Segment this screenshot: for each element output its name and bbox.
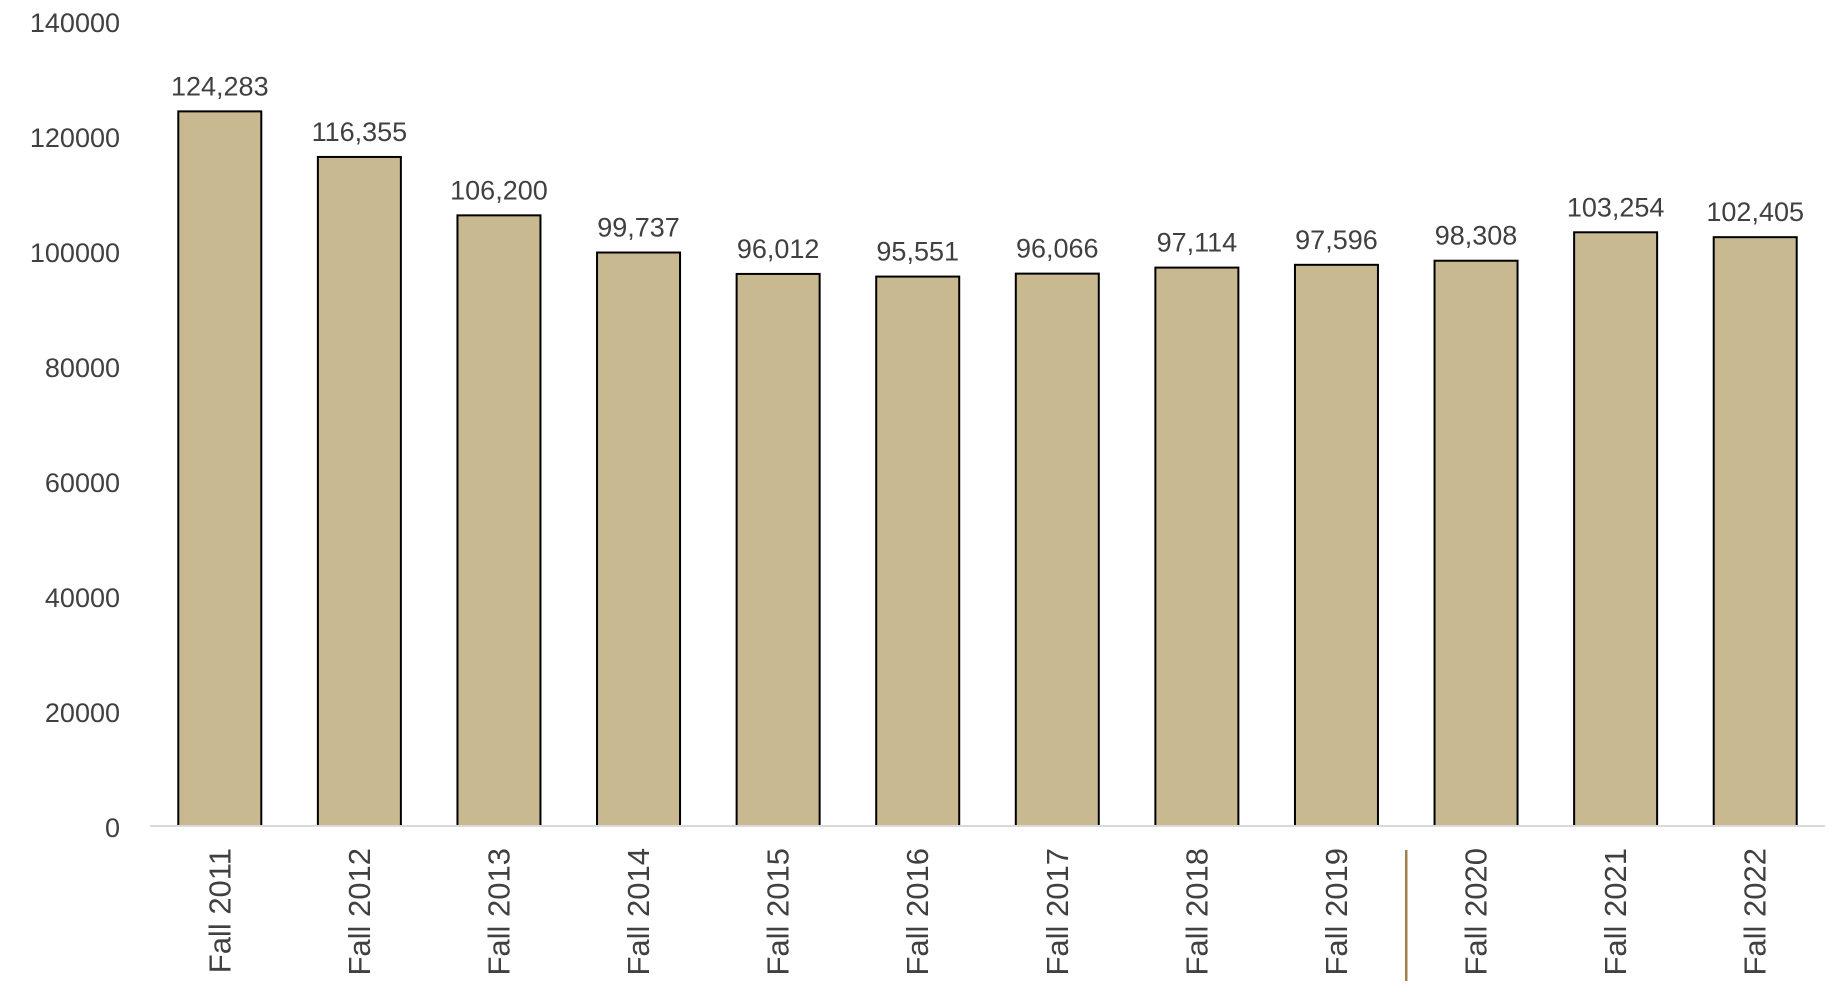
data-label: 95,551 (876, 237, 959, 267)
y-tick-label: 40000 (45, 583, 120, 613)
data-label: 106,200 (450, 175, 548, 205)
bar (1433, 259, 1519, 827)
bar (177, 110, 263, 828)
bars (177, 110, 1798, 828)
x-tick-label: Fall 2015 (761, 848, 796, 976)
x-tick-label: Fall 2019 (1319, 848, 1354, 976)
x-tick-label: Fall 2022 (1738, 848, 1773, 976)
data-label: 96,066 (1016, 234, 1099, 264)
data-label: 116,355 (312, 117, 408, 147)
data-label: 102,405 (1706, 197, 1804, 227)
bar (596, 251, 682, 827)
y-tick-label: 20000 (45, 698, 120, 728)
data-label: 97,114 (1157, 228, 1238, 258)
data-label: 97,596 (1295, 225, 1378, 255)
data-label: 103,254 (1567, 192, 1665, 222)
x-tick-label: Fall 2014 (621, 848, 656, 976)
data-label: 124,283 (171, 71, 269, 101)
x-tick-label: Fall 2012 (342, 848, 377, 976)
bar (735, 272, 821, 827)
data-label: 99,737 (597, 213, 680, 243)
y-tick-label: 0 (105, 813, 120, 843)
x-tick-label: Fall 2013 (481, 848, 516, 976)
bar (1293, 263, 1379, 827)
x-tick-label: Fall 2017 (1040, 848, 1075, 976)
bar (1154, 266, 1240, 828)
data-label: 98,308 (1435, 221, 1518, 251)
y-tick-label: 80000 (45, 353, 120, 383)
x-tick-label: Fall 2021 (1598, 848, 1633, 976)
x-tick-label: Fall 2011 (202, 848, 237, 973)
y-tick-label: 60000 (45, 468, 120, 498)
y-tick-label: 100000 (30, 238, 120, 268)
y-tick-label: 120000 (30, 123, 120, 153)
bar (1712, 236, 1798, 827)
bar (316, 155, 402, 828)
x-tick-label: Fall 2018 (1179, 848, 1214, 976)
data-labels: 124,283 116,355 106,200 99,737 96,012 95,551 9… (171, 71, 1804, 266)
bar (1573, 231, 1659, 828)
data-label: 96,012 (737, 234, 820, 264)
y-tick-label: 140000 (30, 8, 120, 38)
x-tick-label: Fall 2020 (1459, 848, 1494, 976)
bar (1014, 272, 1100, 828)
x-axis-ticks: Fall 2011 Fall 2012 Fall 2013 Fall 2014 Fall… (202, 848, 1772, 976)
x-tick-label: Fall 2016 (900, 848, 935, 976)
y-axis-ticks: 0 20000 40000 60000 80000 100000 120000 140000 (30, 8, 120, 843)
bar (456, 214, 542, 828)
bar (875, 275, 961, 828)
